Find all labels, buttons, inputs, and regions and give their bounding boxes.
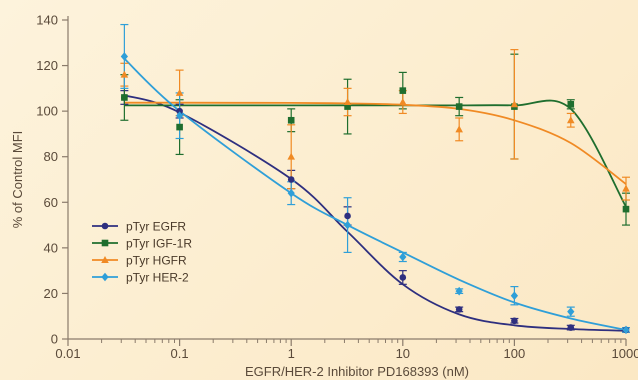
data-point-ptyr-igf-1r — [176, 124, 183, 131]
data-point-ptyr-igf-1r — [456, 103, 463, 110]
data-point-ptyr-igf-1r — [288, 117, 295, 124]
fit-curve-ptyr-her-2 — [124, 59, 626, 330]
legend-label-ptyr-igf-1r: pTyr IGF-1R — [126, 236, 192, 250]
axes: 0 20 40 60 80 100 120 140 0.01 0.1 1 10 100 1000 — [36, 13, 638, 362]
data-point-ptyr-igf-1r — [400, 87, 407, 94]
x-tick-label: 0.01 — [55, 346, 80, 361]
y-tick-label: 120 — [36, 58, 58, 73]
data-point-ptyr-egfr — [567, 324, 574, 331]
data-point-ptyr-her-2 — [622, 326, 629, 335]
y-tick-label: 100 — [36, 104, 58, 119]
legend-marker-ptyr-egfr — [102, 223, 109, 230]
fit-curves — [124, 59, 626, 331]
data-point-ptyr-hgfr — [455, 125, 463, 132]
error-bars — [120, 25, 630, 333]
y-tick-label: 0 — [51, 332, 58, 347]
x-tick-label: 10 — [396, 346, 410, 361]
x-tick-label: 0.1 — [171, 346, 189, 361]
data-point-ptyr-her-2 — [456, 287, 463, 296]
data-point-ptyr-igf-1r — [121, 94, 128, 101]
data-point-ptyr-hgfr — [567, 116, 575, 123]
x-tick-label: 100 — [504, 346, 526, 361]
y-axis-title: % of Control MFI — [10, 131, 25, 229]
data-point-ptyr-egfr — [344, 213, 351, 220]
data-point-ptyr-hgfr — [622, 185, 630, 192]
legend-label-ptyr-egfr: pTyr EGFR — [126, 219, 186, 233]
data-point-ptyr-her-2 — [288, 189, 295, 198]
data-point-ptyr-egfr — [456, 306, 463, 313]
legend-marker-ptyr-igf-1r — [102, 240, 109, 247]
data-point-ptyr-her-2 — [511, 291, 518, 300]
y-tick-label: 20 — [44, 286, 58, 301]
data-points — [121, 52, 630, 334]
data-point-ptyr-hgfr — [399, 98, 407, 105]
x-tick-label: 1000 — [612, 346, 638, 361]
y-tick-label: 80 — [44, 149, 58, 164]
data-point-ptyr-egfr — [511, 317, 518, 324]
data-point-ptyr-igf-1r — [567, 101, 574, 108]
legend-label-ptyr-hgfr: pTyr HGFR — [126, 253, 187, 267]
data-point-ptyr-igf-1r — [623, 206, 630, 213]
fit-curve-ptyr-egfr — [124, 95, 626, 331]
legend-label-ptyr-her-2: pTyr HER-2 — [126, 270, 189, 284]
x-axis-title: EGFR/HER-2 Inhibitor PD168393 (nM) — [245, 364, 469, 379]
y-tick-label: 40 — [44, 240, 58, 255]
data-point-ptyr-her-2 — [567, 307, 574, 316]
data-point-ptyr-egfr — [400, 274, 407, 281]
x-tick-label: 1 — [288, 346, 295, 361]
y-tick-label: 60 — [44, 195, 58, 210]
data-point-ptyr-hgfr — [287, 153, 295, 160]
y-tick-label: 140 — [36, 13, 58, 28]
data-point-ptyr-hgfr — [344, 98, 352, 105]
data-point-ptyr-her-2 — [121, 52, 128, 61]
data-point-ptyr-her-2 — [344, 221, 351, 230]
fit-curve-ptyr-hgfr — [124, 103, 626, 184]
fit-curve-ptyr-igf-1r — [124, 101, 626, 207]
legend: pTyr EGFR pTyr IGF-1R pTyr HGFR pTyr HER-2 — [92, 219, 192, 284]
legend-marker-ptyr-her-2 — [101, 273, 108, 282]
data-point-ptyr-egfr — [288, 176, 295, 183]
